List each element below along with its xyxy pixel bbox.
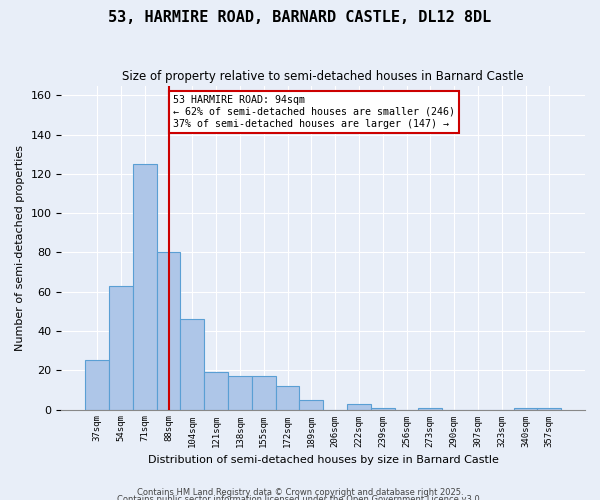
Y-axis label: Number of semi-detached properties: Number of semi-detached properties — [15, 144, 25, 350]
Bar — [157, 252, 181, 410]
Bar — [347, 404, 371, 409]
Bar — [371, 408, 395, 410]
Bar — [538, 408, 561, 410]
Bar — [228, 376, 252, 410]
Bar — [299, 400, 323, 409]
Bar — [252, 376, 275, 410]
Bar — [85, 360, 109, 410]
Text: 53 HARMIRE ROAD: 94sqm
← 62% of semi-detached houses are smaller (246)
37% of se: 53 HARMIRE ROAD: 94sqm ← 62% of semi-det… — [173, 96, 455, 128]
Bar — [181, 319, 204, 410]
Text: 53, HARMIRE ROAD, BARNARD CASTLE, DL12 8DL: 53, HARMIRE ROAD, BARNARD CASTLE, DL12 8… — [109, 10, 491, 25]
Bar — [109, 286, 133, 410]
Bar — [275, 386, 299, 409]
Bar — [133, 164, 157, 410]
Text: Contains HM Land Registry data © Crown copyright and database right 2025.: Contains HM Land Registry data © Crown c… — [137, 488, 463, 497]
Bar — [418, 408, 442, 410]
Text: Contains public sector information licensed under the Open Government Licence v3: Contains public sector information licen… — [118, 496, 482, 500]
Bar — [514, 408, 538, 410]
Bar — [204, 372, 228, 410]
Title: Size of property relative to semi-detached houses in Barnard Castle: Size of property relative to semi-detach… — [122, 70, 524, 83]
X-axis label: Distribution of semi-detached houses by size in Barnard Castle: Distribution of semi-detached houses by … — [148, 455, 499, 465]
